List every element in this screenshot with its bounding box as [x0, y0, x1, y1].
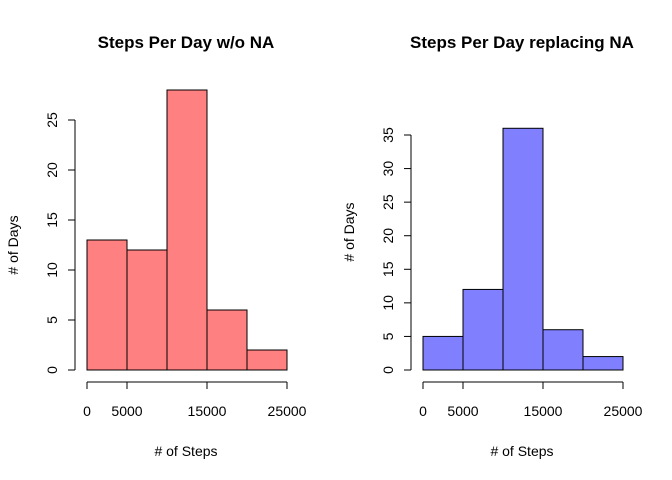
x-tick-label: 25000 [604, 403, 643, 419]
y-tick-label: 0 [380, 366, 396, 374]
x-tick-label: 15000 [188, 403, 227, 419]
histogram-bar [86, 239, 128, 371]
y-tick-label: 15 [44, 212, 60, 228]
y-tick-label: 30 [380, 161, 396, 177]
panel-title: Steps Per Day w/o NA [98, 33, 275, 52]
x-axis: 0 5000 15000 25000 [83, 381, 307, 419]
y-tick-label: 35 [380, 127, 396, 143]
y-tick-label: 20 [380, 228, 396, 244]
y-tick-label: 20 [44, 162, 60, 178]
x-tick-label: 5000 [111, 403, 142, 419]
y-tick-label: 15 [380, 261, 396, 277]
x-axis-label: # of Steps [154, 443, 217, 459]
histogram-bar [246, 349, 288, 371]
histogram-bar [166, 89, 208, 371]
bars-group [422, 127, 624, 371]
y-tick-label: 5 [44, 316, 60, 324]
y-tick-label: 25 [380, 194, 396, 210]
histogram-panel-without-na: Steps Per Day w/o NA # of Steps # of Day… [5, 33, 307, 459]
histogram-bar [462, 288, 504, 371]
y-tick-label: 5 [380, 332, 396, 340]
histogram-bar [126, 249, 168, 371]
x-tick-label: 0 [419, 403, 427, 419]
x-tick-label: 0 [83, 403, 91, 419]
x-tick-label: 25000 [268, 403, 307, 419]
x-tick-label: 5000 [447, 403, 478, 419]
bars-group [86, 89, 288, 371]
histogram-bar [582, 356, 624, 371]
histogram-bar [206, 309, 248, 371]
x-axis: 0 5000 15000 25000 [419, 381, 643, 419]
histogram-bar [502, 127, 544, 371]
x-tick-label: 15000 [524, 403, 563, 419]
y-axis-label: # of Days [341, 202, 357, 261]
histogram-bar [542, 329, 584, 371]
y-axis-label: # of Days [5, 215, 21, 274]
y-axis: 0 5 10 15 20 25 [44, 112, 76, 374]
y-tick-label: 25 [44, 112, 60, 128]
panel-title: Steps Per Day replacing NA [410, 33, 634, 52]
histogram-panel-replacing-na: Steps Per Day replacing NA # of Steps # … [341, 33, 643, 459]
histogram-bar [422, 335, 464, 371]
y-tick-label: 0 [44, 366, 60, 374]
x-axis-label: # of Steps [490, 443, 553, 459]
y-tick-label: 10 [44, 262, 60, 278]
y-axis: 0 5 10 15 20 25 30 35 [380, 127, 412, 374]
y-tick-label: 10 [380, 295, 396, 311]
